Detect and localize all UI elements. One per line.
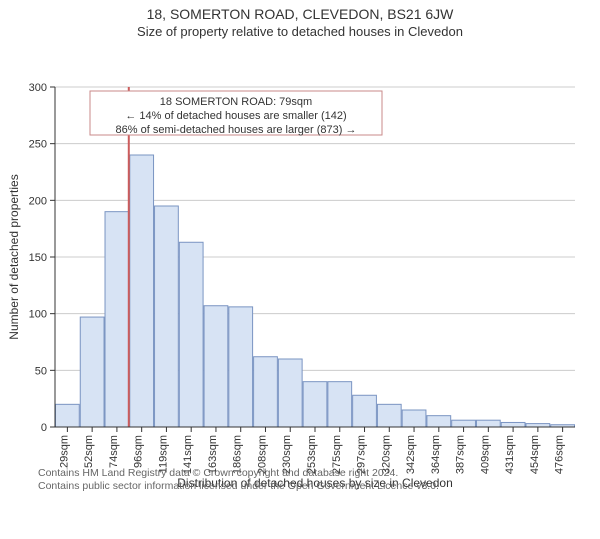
xtick-label: 409sqm (479, 435, 491, 474)
y-axis-label: Number of detached properties (7, 174, 21, 339)
ytick-label: 300 (29, 82, 47, 94)
histogram-bar (204, 306, 228, 427)
histogram-bar (179, 242, 203, 427)
histogram-bar (452, 420, 476, 427)
xtick-label: 454sqm (529, 435, 541, 474)
histogram-bar (254, 357, 278, 427)
xtick-label: 74sqm (108, 435, 120, 468)
histogram-bar (377, 404, 401, 427)
xtick-label: 96sqm (133, 435, 145, 468)
xtick-label: 52sqm (83, 435, 95, 468)
ytick-label: 0 (41, 422, 47, 434)
histogram-bar (130, 155, 154, 427)
xtick-label: 431sqm (504, 435, 516, 474)
footer-attribution: Contains HM Land Registry data © Crown c… (38, 467, 439, 494)
xtick-label: 387sqm (455, 435, 467, 474)
footer-line-1: Contains HM Land Registry data © Crown c… (38, 467, 439, 481)
page-title: 18, SOMERTON ROAD, CLEVEDON, BS21 6JW (0, 6, 600, 22)
histogram-bar (278, 359, 302, 427)
histogram-bar (476, 420, 500, 427)
histogram-bar (229, 307, 253, 427)
callout-line: 86% of semi-detached houses are larger (… (116, 124, 357, 136)
histogram-chart: 05010015020025030029sqm52sqm74sqm96sqm11… (0, 39, 600, 539)
callout-line: ← 14% of detached houses are smaller (14… (125, 110, 346, 122)
xtick-label: 476sqm (554, 435, 566, 474)
histogram-bar (105, 212, 129, 427)
histogram-bar (303, 382, 327, 427)
page-subtitle: Size of property relative to detached ho… (0, 24, 600, 39)
histogram-bar (353, 395, 377, 427)
callout-line: 18 SOMERTON ROAD: 79sqm (160, 96, 312, 108)
ytick-label: 50 (35, 365, 47, 377)
histogram-bar (155, 206, 179, 427)
histogram-bar (402, 410, 426, 427)
histogram-bar (80, 317, 104, 427)
histogram-bar (328, 382, 352, 427)
footer-line-2: Contains public sector information licen… (38, 480, 439, 494)
histogram-bar (526, 424, 550, 427)
histogram-bar (55, 404, 79, 427)
ytick-label: 100 (29, 309, 47, 321)
histogram-bar (501, 422, 525, 427)
xtick-label: 29sqm (58, 435, 70, 468)
ytick-label: 200 (29, 195, 47, 207)
ytick-label: 150 (29, 252, 47, 264)
ytick-label: 250 (29, 139, 47, 151)
histogram-bar (427, 416, 451, 427)
